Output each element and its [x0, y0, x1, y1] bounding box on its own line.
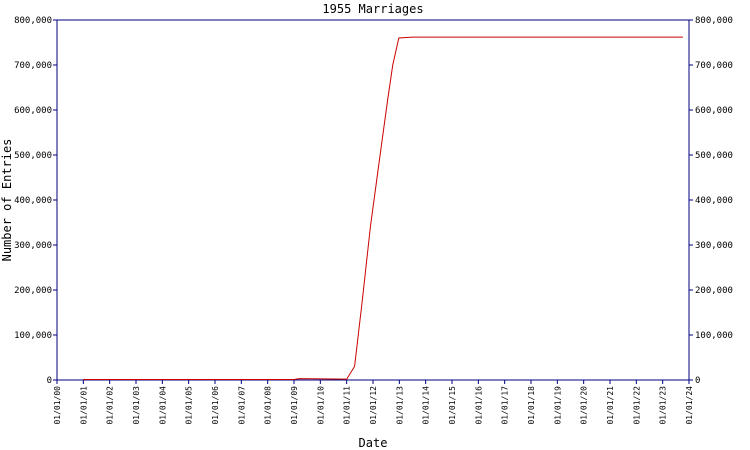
y-tick-label: 200,000 [14, 286, 52, 296]
series-line [83, 36, 683, 381]
x-tick-label: 01/01/09 [290, 386, 299, 425]
x-tick-label: 01/01/03 [132, 386, 141, 425]
y-tick-label: 400,000 [14, 196, 52, 206]
x-tick-label: 01/01/16 [474, 386, 483, 425]
y-tick-label: 300,000 [14, 241, 52, 251]
y2-tick-label: 500,000 [695, 151, 733, 161]
x-tick-label: 01/01/07 [237, 386, 246, 425]
x-tick-label: 01/01/08 [264, 386, 273, 425]
y2-tick-label: 200,000 [695, 286, 733, 296]
x-tick-label: 01/01/20 [580, 386, 589, 425]
x-tick-label: 01/01/14 [422, 386, 431, 425]
x-tick-label: 01/01/15 [448, 386, 457, 425]
y2-tick-label: 300,000 [695, 241, 733, 251]
x-tick-label: 01/01/11 [343, 386, 352, 425]
x-tick-label: 01/01/17 [501, 386, 510, 425]
x-tick-label: 01/01/01 [79, 386, 88, 425]
chart-title: 1955 Marriages [322, 2, 423, 16]
x-tick-label: 01/01/24 [685, 386, 694, 425]
x-tick-label: 01/01/23 [659, 386, 668, 425]
y-tick-label: 0 [47, 376, 52, 386]
y2-tick-label: 0 [695, 376, 700, 386]
plot-frame [56, 19, 690, 381]
y-tick-label: 700,000 [14, 61, 52, 71]
x-tick-label: 01/01/19 [553, 386, 562, 425]
y-tick-label: 100,000 [14, 331, 52, 341]
x-tick-label: 01/01/12 [369, 386, 378, 425]
x-tick-label: 01/01/10 [316, 386, 325, 425]
x-tick-label: 01/01/18 [527, 386, 536, 425]
y-tick-label: 800,000 [14, 16, 52, 26]
x-tick-label: 01/01/06 [211, 386, 220, 425]
x-tick-label: 01/01/05 [185, 386, 194, 425]
y-tick-label: 500,000 [14, 151, 52, 161]
x-tick-label: 01/01/02 [106, 386, 115, 425]
y2-tick-label: 700,000 [695, 61, 733, 71]
x-tick-label: 01/01/22 [632, 386, 641, 425]
y2-tick-label: 800,000 [695, 16, 733, 26]
x-tick-label: 01/01/21 [606, 386, 615, 425]
x-axis-label: Date [359, 436, 388, 450]
x-tick-label: 01/01/00 [53, 386, 62, 425]
x-tick-label: 01/01/04 [158, 386, 167, 425]
y2-tick-label: 100,000 [695, 331, 733, 341]
y-tick-label: 600,000 [14, 106, 52, 116]
y2-tick-label: 400,000 [695, 196, 733, 206]
y-axis-label: Number of Entries [0, 139, 14, 262]
y2-tick-label: 600,000 [695, 106, 733, 116]
x-tick-label: 01/01/13 [395, 386, 404, 425]
